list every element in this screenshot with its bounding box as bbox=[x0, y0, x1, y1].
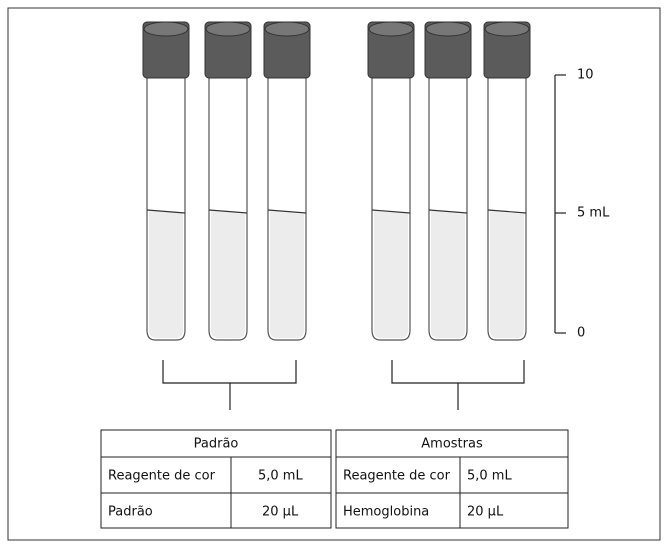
liquid bbox=[270, 211, 304, 338]
scale-label: 0 bbox=[577, 326, 585, 341]
cap-top bbox=[368, 21, 414, 37]
cap-top bbox=[143, 21, 189, 37]
table-cell: 20 µL bbox=[262, 505, 299, 520]
scale-label: 10 bbox=[577, 68, 594, 83]
liquid-line bbox=[371, 209, 411, 214]
table-cell: Reagente de cor bbox=[343, 469, 451, 484]
liquid bbox=[490, 211, 524, 338]
scale bbox=[554, 74, 566, 334]
tubes bbox=[142, 21, 531, 341]
table-title: Amostras bbox=[421, 437, 483, 452]
liquid bbox=[149, 211, 183, 338]
liquid-line bbox=[208, 209, 248, 214]
table-cell: 5,0 mL bbox=[258, 469, 303, 484]
cap-top bbox=[484, 21, 530, 37]
table-cell: Reagente de cor bbox=[108, 469, 216, 484]
liquid bbox=[374, 211, 408, 338]
cap-top bbox=[425, 21, 471, 37]
scale-label: 5 mL bbox=[577, 206, 610, 221]
table-cell: Hemoglobina bbox=[343, 505, 429, 520]
bracket bbox=[162, 360, 297, 410]
table-title: Padrão bbox=[194, 437, 239, 452]
liquid bbox=[211, 211, 245, 338]
table-cell: 20 µL bbox=[467, 505, 504, 520]
cap-top bbox=[264, 21, 310, 37]
table-cell: 5,0 mL bbox=[467, 469, 512, 484]
liquid-line bbox=[487, 209, 527, 214]
table-grid bbox=[100, 429, 569, 529]
liquid-line bbox=[428, 209, 468, 214]
liquid bbox=[431, 211, 465, 338]
liquid-line bbox=[146, 209, 186, 214]
frame bbox=[7, 7, 661, 541]
liquid-line bbox=[267, 209, 307, 214]
table-cell: Padrão bbox=[108, 505, 153, 520]
bracket bbox=[391, 360, 525, 410]
cap-top bbox=[205, 21, 251, 37]
